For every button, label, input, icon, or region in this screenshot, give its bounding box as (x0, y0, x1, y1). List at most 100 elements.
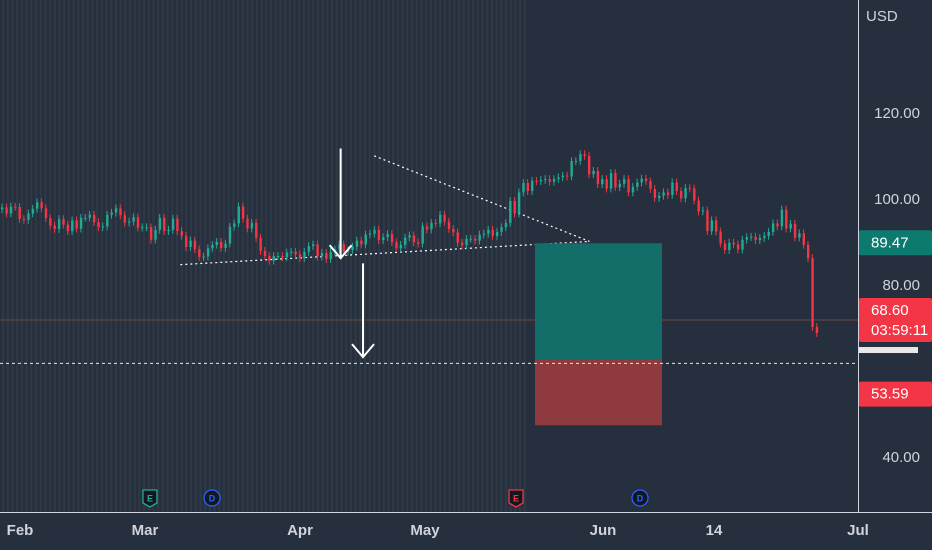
candle (644, 174, 648, 186)
candle (732, 238, 735, 249)
candle (666, 188, 670, 199)
candle (465, 235, 468, 250)
arrows (328, 148, 375, 359)
candle (316, 240, 319, 261)
candle (425, 222, 429, 234)
earnings-marker[interactable]: E (142, 489, 158, 508)
candle (246, 214, 249, 233)
candle (802, 229, 806, 249)
time-tick-label: Mar (132, 522, 159, 539)
candle (570, 157, 573, 181)
candle (62, 215, 65, 229)
candle (601, 175, 604, 189)
candle (329, 247, 332, 263)
price-axis[interactable] (858, 0, 932, 512)
price-tick-label: 120.00 (874, 105, 920, 122)
candle (114, 204, 118, 217)
candle (382, 233, 385, 244)
event-marker-letter: E (513, 494, 519, 504)
profit-zone[interactable] (535, 243, 662, 360)
triangle-lower-line[interactable] (180, 240, 590, 266)
candle (609, 169, 613, 193)
candle (658, 192, 661, 202)
candle (220, 238, 223, 252)
candle (535, 176, 538, 186)
price-tick-label: 40.00 (882, 449, 920, 466)
candle (417, 238, 420, 248)
candle (189, 236, 192, 251)
candle (627, 175, 630, 197)
candle (40, 198, 43, 213)
short-position-tool[interactable] (535, 243, 662, 426)
candle (491, 225, 495, 240)
time-axis[interactable] (0, 512, 932, 550)
candle (202, 252, 205, 261)
candle (741, 235, 744, 254)
candle (167, 225, 170, 235)
candle (815, 323, 819, 337)
candle (517, 188, 521, 218)
dividend-marker[interactable]: D (631, 489, 649, 507)
candle (719, 227, 722, 248)
candle (522, 179, 525, 197)
time-tick-label: May (410, 522, 440, 539)
earnings-marker[interactable]: E (508, 489, 524, 508)
stop-price-tag-text: 53.59 (871, 386, 909, 403)
time-tick-label: Apr (287, 522, 313, 539)
candle (263, 247, 267, 260)
candle (49, 214, 52, 230)
candle (614, 169, 617, 192)
price-tick-label: 80.00 (882, 277, 920, 294)
candle (101, 222, 105, 232)
triangle-pattern (180, 155, 590, 266)
candle (785, 205, 788, 233)
down-arrow-2[interactable] (351, 263, 375, 359)
candle (176, 214, 179, 235)
candle (548, 175, 551, 186)
currency-label: USD (866, 8, 898, 25)
candle (649, 177, 652, 193)
candle (31, 204, 35, 218)
event-marker-letter: D (637, 494, 644, 504)
candle (631, 182, 635, 197)
candle (780, 205, 784, 231)
time-tick-label: Jun (590, 522, 617, 539)
candle (312, 240, 315, 250)
candle (27, 209, 30, 224)
candle (338, 240, 341, 254)
down-arrow-1[interactable] (328, 148, 353, 260)
event-marker-letter: D (209, 494, 216, 504)
candle (228, 222, 232, 248)
candle (206, 244, 210, 261)
dividend-marker[interactable]: D (203, 489, 221, 507)
loss-zone[interactable] (535, 359, 662, 426)
candle (66, 220, 70, 235)
candle (368, 229, 372, 239)
candle (184, 232, 188, 251)
candle (653, 185, 657, 202)
candle (154, 225, 157, 244)
candle (574, 157, 578, 165)
candle (728, 238, 731, 254)
triangle-upper-line[interactable] (373, 155, 590, 242)
price-scale-marker (859, 347, 918, 354)
candle (623, 175, 626, 188)
price-axis-ticks: 120.00 100.00 80.00 40.00 (874, 105, 920, 466)
candle (158, 213, 162, 234)
candle (460, 238, 464, 250)
candle (241, 202, 245, 223)
candle (163, 213, 166, 235)
candle (583, 150, 586, 160)
candle (1, 203, 4, 214)
candle (675, 178, 678, 195)
candle (325, 249, 328, 263)
candle (149, 223, 153, 244)
candle (596, 167, 600, 189)
candle (710, 216, 714, 235)
candle (776, 219, 779, 231)
candle (298, 250, 302, 263)
candle (44, 204, 48, 223)
candle (793, 219, 797, 242)
